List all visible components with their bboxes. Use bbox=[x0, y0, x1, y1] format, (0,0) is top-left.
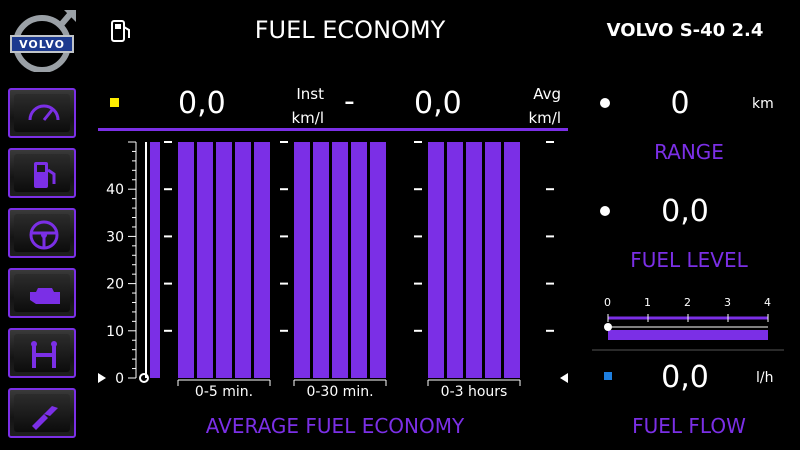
scale-label-3: 3 bbox=[724, 296, 731, 309]
range-label: RANGE bbox=[654, 140, 724, 164]
sidebar-item-suspension[interactable] bbox=[8, 328, 76, 378]
chart-bar bbox=[504, 142, 520, 378]
inst-value: 0,0 bbox=[178, 86, 226, 121]
separator: - bbox=[344, 84, 355, 119]
right-arrow-icon bbox=[560, 373, 568, 383]
fuel-flow-label: FUEL FLOW bbox=[632, 414, 746, 438]
chart-bar bbox=[254, 142, 270, 378]
sidebar-item-nozzle[interactable] bbox=[8, 388, 76, 438]
fuel-pump-icon bbox=[34, 162, 56, 188]
chart-bar bbox=[235, 142, 251, 378]
fuel-pump-icon bbox=[110, 18, 134, 48]
chart-bar bbox=[466, 142, 482, 378]
chart-bar bbox=[216, 142, 232, 378]
page-title: FUEL ECONOMY bbox=[254, 16, 446, 44]
fuel-level-bullet bbox=[600, 206, 610, 216]
chart-bar bbox=[428, 142, 444, 378]
group-label: 0-30 min. bbox=[306, 384, 373, 400]
scale-label-1: 1 bbox=[644, 296, 651, 309]
nozzle-icon bbox=[32, 406, 58, 430]
group-label: 0-3 hours bbox=[441, 384, 508, 400]
volvo-logo: VOLVO bbox=[8, 8, 78, 73]
chart-bar bbox=[197, 142, 213, 378]
range-unit: km bbox=[752, 96, 774, 112]
left-arrow-icon bbox=[98, 373, 106, 383]
right-divider bbox=[592, 349, 784, 351]
chart-bar bbox=[485, 142, 501, 378]
avg-label: Avg bbox=[533, 85, 561, 103]
chart-title: AVERAGE FUEL ECONOMY bbox=[205, 414, 465, 438]
avg-value: 0,0 bbox=[414, 86, 462, 121]
chart-svg: 0 10 20 30 40 0-5 min. 0-30 min. 0-3 hours bbox=[98, 141, 568, 400]
scale-label-4: 4 bbox=[764, 296, 771, 309]
scale-label-2: 2 bbox=[684, 296, 691, 309]
inst-indicator bbox=[110, 98, 119, 107]
chart-bar bbox=[178, 142, 194, 378]
sidebar-item-steering[interactable] bbox=[8, 208, 76, 258]
chart-bar bbox=[447, 142, 463, 378]
y-tick-label: 30 bbox=[106, 229, 124, 245]
economy-divider bbox=[98, 128, 568, 131]
fuel-level-scale: 0 1 2 3 4 bbox=[598, 296, 778, 344]
inst-label: Inst bbox=[296, 85, 324, 103]
fuel-level-label: FUEL LEVEL bbox=[630, 248, 748, 272]
group-label: 0-5 min. bbox=[195, 384, 253, 400]
car-model: VOLVO S-40 2.4 bbox=[606, 20, 764, 41]
fuel-flow-unit: l/h bbox=[756, 370, 774, 386]
range-bullet bbox=[600, 98, 610, 108]
suspension-icon bbox=[31, 341, 57, 368]
chart-bar bbox=[332, 142, 348, 378]
chart-bar bbox=[370, 142, 386, 378]
average-economy-chart: 0 10 20 30 40 0-5 min. 0-30 min. 0-3 hours bbox=[98, 134, 578, 404]
inst-unit: km/l bbox=[291, 109, 324, 127]
y-tick-label: 0 bbox=[115, 371, 124, 387]
range-value: 0 bbox=[670, 86, 690, 121]
chart-bar bbox=[294, 142, 310, 378]
logo-text: VOLVO bbox=[19, 38, 65, 51]
fuel-flow-value: 0,0 bbox=[661, 360, 709, 395]
fuel-level-value: 0,0 bbox=[661, 194, 709, 229]
scale-label-0: 0 bbox=[604, 296, 611, 309]
chart-bar bbox=[313, 142, 329, 378]
instant-bar bbox=[150, 142, 160, 378]
sidebar-item-fuel[interactable] bbox=[8, 148, 76, 198]
gear-icon bbox=[139, 373, 149, 383]
y-tick-label: 40 bbox=[106, 182, 124, 198]
steering-wheel-icon bbox=[29, 220, 59, 250]
fuel-flow-indicator bbox=[604, 372, 612, 380]
sidebar-item-engine[interactable] bbox=[8, 268, 76, 318]
y-tick-label: 20 bbox=[106, 277, 124, 293]
gauge-icon bbox=[28, 104, 60, 121]
chart-bar bbox=[351, 142, 367, 378]
avg-unit: km/l bbox=[528, 109, 561, 127]
y-tick-label: 10 bbox=[106, 324, 124, 340]
engine-icon bbox=[30, 288, 60, 304]
sidebar-item-gauges[interactable] bbox=[8, 88, 76, 138]
